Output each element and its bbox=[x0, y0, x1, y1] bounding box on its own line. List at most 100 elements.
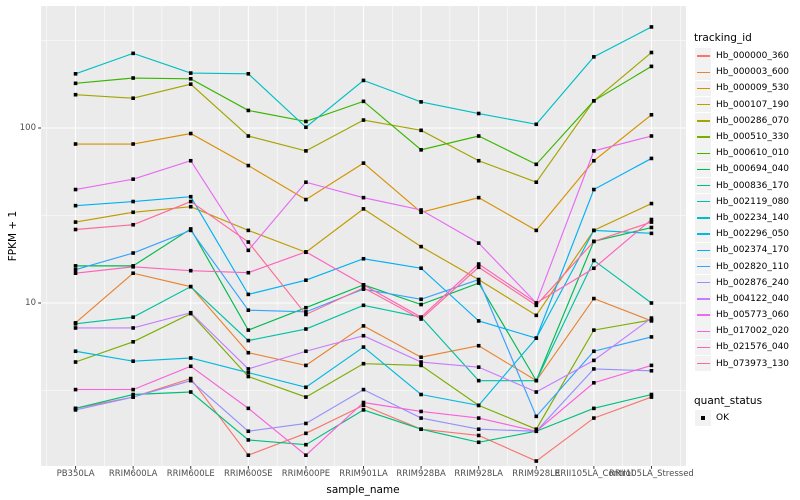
legend-key bbox=[695, 339, 711, 356]
data-point bbox=[592, 239, 596, 244]
legend-item: Hb_002820_110 bbox=[695, 258, 790, 275]
data-point bbox=[188, 378, 193, 383]
data-point bbox=[188, 82, 193, 86]
data-point bbox=[188, 77, 193, 81]
data-point bbox=[534, 459, 539, 463]
legend-key bbox=[695, 274, 711, 291]
data-point bbox=[361, 256, 366, 261]
legend-item-label: Hb_002820_110 bbox=[716, 261, 790, 272]
data-point bbox=[592, 296, 596, 301]
x-tick-label: PB350LA bbox=[56, 469, 95, 479]
data-point bbox=[73, 92, 78, 97]
legend-item-label: Hb_002119_080 bbox=[716, 196, 790, 207]
x-tick-label: RRII105LA_Control bbox=[554, 469, 634, 479]
data-point bbox=[361, 303, 366, 308]
legend-key bbox=[695, 193, 711, 210]
data-point bbox=[534, 228, 539, 233]
legend-item: Hb_002119_080 bbox=[695, 193, 790, 210]
data-point bbox=[649, 318, 654, 322]
legend-item-label: Hb_005773_060 bbox=[716, 310, 790, 321]
data-point bbox=[419, 244, 423, 249]
data-point bbox=[246, 108, 251, 113]
legend-key bbox=[695, 161, 711, 178]
data-point bbox=[131, 387, 135, 392]
legend-item: Hb_000610_010 bbox=[695, 145, 789, 162]
data-point bbox=[304, 180, 308, 185]
line-swatch-icon bbox=[696, 184, 710, 187]
data-point bbox=[246, 308, 251, 312]
data-point bbox=[534, 390, 539, 394]
data-point bbox=[361, 408, 366, 412]
line-swatch-icon bbox=[696, 87, 710, 90]
line-swatch-icon bbox=[696, 298, 710, 300]
data-point bbox=[534, 122, 539, 127]
data-point bbox=[534, 429, 539, 434]
data-point bbox=[246, 374, 251, 379]
data-point bbox=[131, 142, 135, 146]
legend-tracking-id: Hb_000000_360 Hb_000003_600 Hb_000009_530 H… bbox=[695, 48, 789, 372]
data-point bbox=[534, 313, 539, 318]
line-swatch-icon bbox=[696, 152, 710, 154]
legend2-title: quant_status bbox=[694, 395, 763, 407]
x-tick-label: RRIM928LA bbox=[454, 469, 503, 479]
data-point bbox=[361, 333, 366, 338]
data-point bbox=[131, 51, 135, 56]
data-point bbox=[361, 195, 366, 200]
data-point bbox=[246, 328, 251, 332]
data-point bbox=[73, 326, 78, 330]
data-point bbox=[534, 162, 539, 167]
data-point bbox=[73, 203, 78, 208]
data-point bbox=[304, 385, 308, 390]
legend-item: Hb_017002_020 bbox=[695, 323, 789, 340]
data-point bbox=[476, 277, 481, 282]
legend-item: Hb_000107_190 bbox=[695, 96, 790, 113]
line-swatch-icon bbox=[696, 249, 710, 252]
data-point bbox=[73, 271, 78, 276]
y-tick-label: 100 bbox=[19, 122, 36, 133]
x-tick-label: RRIM928LE bbox=[512, 469, 561, 479]
legend-item: Hb_073973_130 bbox=[695, 355, 790, 372]
data-point bbox=[649, 220, 654, 224]
x-tick-label: RRIM901LA bbox=[339, 469, 388, 479]
data-point bbox=[131, 177, 135, 181]
data-point bbox=[649, 231, 654, 236]
legend-item: Hb_000694_040 bbox=[695, 161, 789, 178]
data-point bbox=[304, 349, 308, 354]
data-point bbox=[73, 267, 78, 272]
data-point bbox=[304, 278, 308, 282]
data-point bbox=[476, 134, 481, 138]
data-point bbox=[476, 241, 481, 245]
legend-item-label: Hb_073973_130 bbox=[716, 358, 790, 369]
line-swatch-icon bbox=[696, 346, 710, 349]
data-point bbox=[131, 392, 135, 397]
legend-item: Hb_000003_600 bbox=[695, 64, 790, 81]
line-swatch-icon bbox=[696, 71, 710, 73]
data-point bbox=[419, 297, 423, 302]
data-point bbox=[592, 416, 596, 420]
data-point bbox=[73, 349, 78, 354]
data-point bbox=[534, 414, 539, 419]
x-tick-label: RRIM600PE bbox=[281, 469, 331, 479]
data-point bbox=[73, 187, 78, 192]
data-point bbox=[131, 76, 135, 80]
data-point bbox=[304, 421, 308, 426]
line-swatch-icon bbox=[696, 362, 710, 365]
data-point bbox=[73, 360, 78, 364]
line-swatch-icon bbox=[696, 233, 710, 235]
line-swatch-icon bbox=[696, 103, 710, 106]
data-point bbox=[419, 128, 423, 133]
data-point bbox=[534, 336, 539, 340]
legend-item-label: Hb_000003_600 bbox=[716, 67, 790, 78]
data-point bbox=[361, 403, 366, 408]
legend-item: Hb_000009_530 bbox=[695, 80, 789, 97]
data-point bbox=[73, 408, 78, 412]
line-swatch-icon bbox=[696, 120, 710, 122]
data-point bbox=[361, 118, 366, 122]
data-point bbox=[476, 427, 481, 432]
data-point bbox=[73, 81, 78, 86]
data-point bbox=[476, 403, 481, 408]
line-swatch-icon bbox=[696, 314, 710, 316]
legend-item-label: Hb_000107_190 bbox=[716, 99, 790, 110]
legend-item-label: Hb_004122_040 bbox=[716, 293, 790, 304]
data-point bbox=[188, 310, 193, 315]
